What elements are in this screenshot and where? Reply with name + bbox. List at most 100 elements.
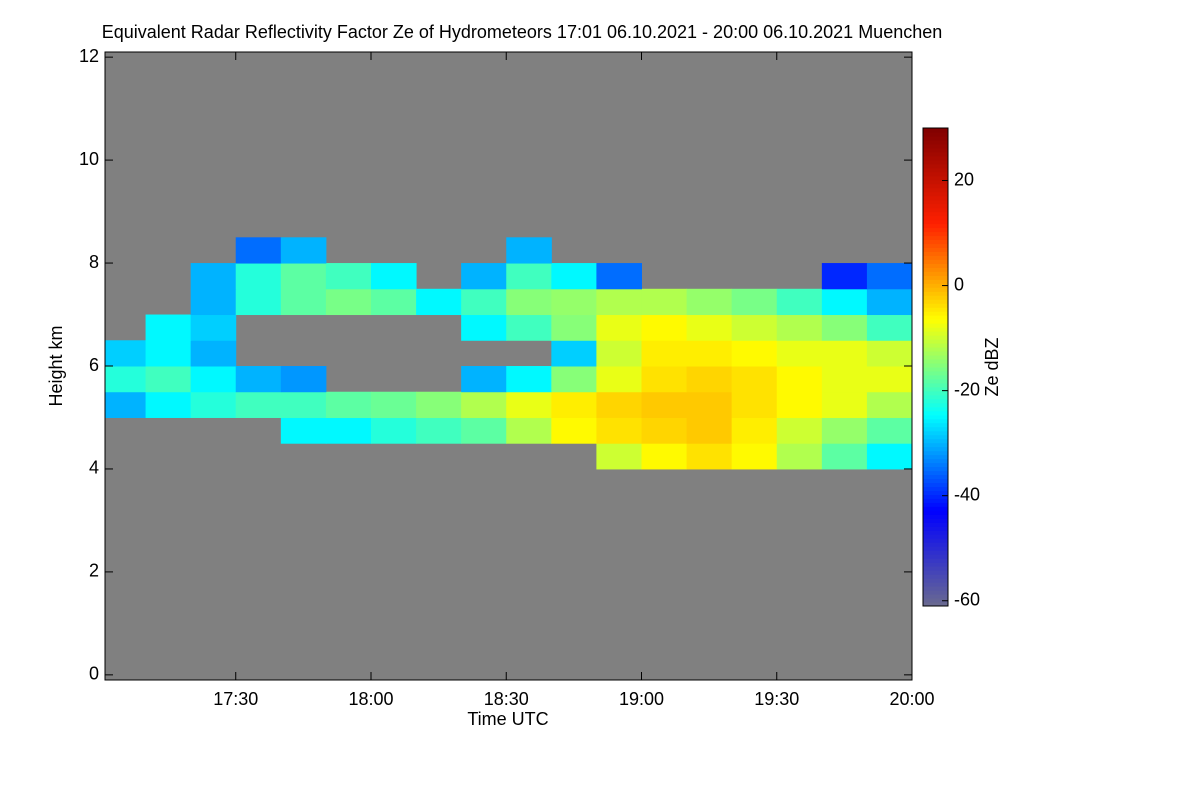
heatmap-cell [641,340,688,367]
colorbar-label: Ze dBZ [982,337,1002,396]
heatmap-cell [866,263,912,290]
colorbar-segment [923,219,948,225]
colorbar-segment [923,303,948,308]
heatmap-cell [551,391,597,418]
colorbar-segment [923,151,948,157]
heatmap-cell [686,340,733,367]
colorbar-segment [923,275,948,280]
colorbar-segment [923,598,948,603]
colorbar-segment [923,442,948,448]
colorbar-segment [923,378,948,384]
heatmap-cell [776,443,823,470]
heatmap-cell [325,263,372,290]
heatmap-cell [731,443,778,470]
colorbar-segment [923,359,948,364]
heatmap-cell [370,288,417,316]
colorbar-segment [923,506,948,511]
x-tick-label: 18:00 [348,689,393,709]
heatmap-cell [596,340,642,367]
colorbar-segment [923,367,948,372]
colorbar-segment [923,486,948,491]
colorbar-segment [923,458,948,464]
colorbar-segment [923,291,948,296]
heatmap-cell [280,391,327,418]
heatmap-cell [596,417,642,444]
colorbar-segment [923,363,948,368]
colorbar-segment [923,339,948,344]
heatmap-cell [190,366,237,393]
heatmap-cell [461,263,507,290]
heatmap-cell [370,391,417,418]
colorbar-segment [923,582,948,587]
colorbar-segment [923,566,948,571]
colorbar-segment [923,482,948,487]
heatmap-cell [731,366,778,393]
colorbar-segment [923,235,948,241]
heatmap-cell [280,288,327,316]
x-tick-label: 20:00 [889,689,934,709]
y-tick-label: 2 [89,561,99,581]
colorbar-segment [923,223,948,229]
colorbar-segment [923,267,948,272]
colorbar-tick-label: -20 [954,379,980,399]
colorbar-segment [923,418,948,424]
colorbar-segment [923,470,948,476]
colorbar-segment [923,255,948,260]
heatmap-cell [866,366,912,393]
heatmap-cell [776,391,823,418]
heatmap-cell [821,417,868,444]
colorbar-segment [923,370,948,376]
colorbar-segment [923,586,948,591]
heatmap-cell [641,443,688,470]
colorbar-segment [923,215,948,221]
colorbar-segment [923,462,948,468]
colorbar-segment [923,490,948,495]
heatmap-cell [551,288,597,316]
colorbar-segment [923,602,948,607]
colorbar-segment [923,299,948,304]
colorbar-segment [923,538,948,543]
colorbar-segment [923,331,948,336]
colorbar-segment [923,434,948,440]
colorbar-segment [923,139,948,145]
x-axis-label: Time UTC [467,709,548,729]
heatmap-cell [776,314,823,341]
colorbar-segment [923,271,948,276]
colorbar-segment [923,542,948,547]
heatmap-cell [506,237,552,264]
colorbar-segment [923,558,948,563]
heatmap-cell [145,314,192,341]
heatmap-cell [235,263,282,290]
heatmap-cell [325,288,372,316]
y-tick-label: 10 [79,149,99,169]
colorbar-segment [923,263,948,268]
colorbar-segment [923,394,948,400]
colorbar-segment [923,530,948,535]
y-tick-label: 12 [79,46,99,66]
heatmap-cell [731,417,778,444]
colorbar-segment [923,438,948,444]
colorbar-segment [923,259,948,264]
heatmap-cell [866,314,912,341]
colorbar-segment [923,578,948,583]
colorbar-segment [923,227,948,233]
heatmap-cell [235,288,282,316]
colorbar-segment [923,287,948,292]
x-tick-label: 19:00 [619,689,664,709]
colorbar-segment [923,163,948,169]
colorbar-segment [923,347,948,352]
heatmap-cell [776,288,823,316]
heatmap-cell [686,314,733,341]
colorbar-segment [923,386,948,392]
heatmap-cell [821,443,868,470]
heatmap-cell [190,391,237,418]
colorbar-segment [923,311,948,316]
colorbar-segment [923,175,948,181]
colorbar-segment [923,283,948,288]
heatmap-cell [506,288,552,316]
colorbar-segment [923,510,948,515]
colorbar-segment [923,351,948,356]
colorbar-segment [923,143,948,149]
heatmap-cell [105,391,147,418]
heatmap-cell [235,366,282,393]
